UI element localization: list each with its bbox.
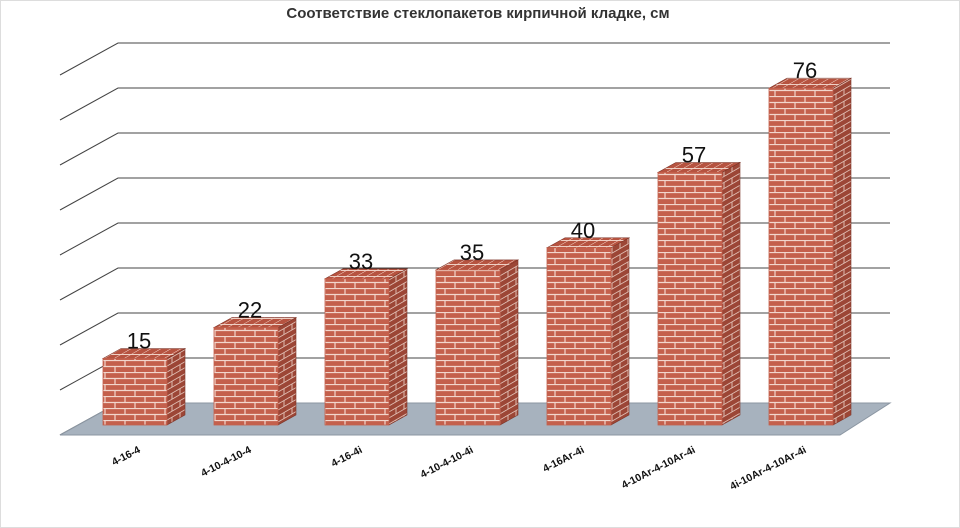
value-label: 22	[238, 298, 262, 323]
bar-side	[388, 268, 408, 426]
bar	[435, 269, 501, 426]
bar-side	[277, 317, 297, 426]
bars: 15 22 33 35 40 57 76	[101, 58, 853, 426]
grid-line	[59, 87, 890, 121]
value-label: 33	[349, 249, 373, 274]
bar-side	[721, 161, 741, 426]
value-label: 40	[571, 218, 595, 243]
grid-line	[59, 312, 890, 346]
grid-line	[59, 132, 890, 166]
bar	[546, 247, 612, 426]
bar-side	[166, 348, 186, 426]
grid-line	[59, 222, 890, 256]
value-label: 35	[460, 240, 484, 265]
bar-side	[832, 77, 852, 426]
value-label: 76	[793, 58, 817, 83]
grid-line	[59, 42, 890, 76]
bar-side	[499, 259, 519, 426]
value-label: 15	[127, 329, 151, 354]
value-label: 57	[682, 142, 706, 167]
bar-side	[610, 237, 630, 426]
bar	[324, 278, 390, 426]
grid-line	[59, 267, 890, 301]
bar	[768, 87, 834, 426]
chart-title: Соответствие стеклопакетов кирпичной кла…	[286, 5, 669, 22]
bar	[102, 358, 168, 426]
grid-line	[59, 177, 890, 211]
bar	[657, 172, 723, 426]
bar	[213, 327, 279, 426]
